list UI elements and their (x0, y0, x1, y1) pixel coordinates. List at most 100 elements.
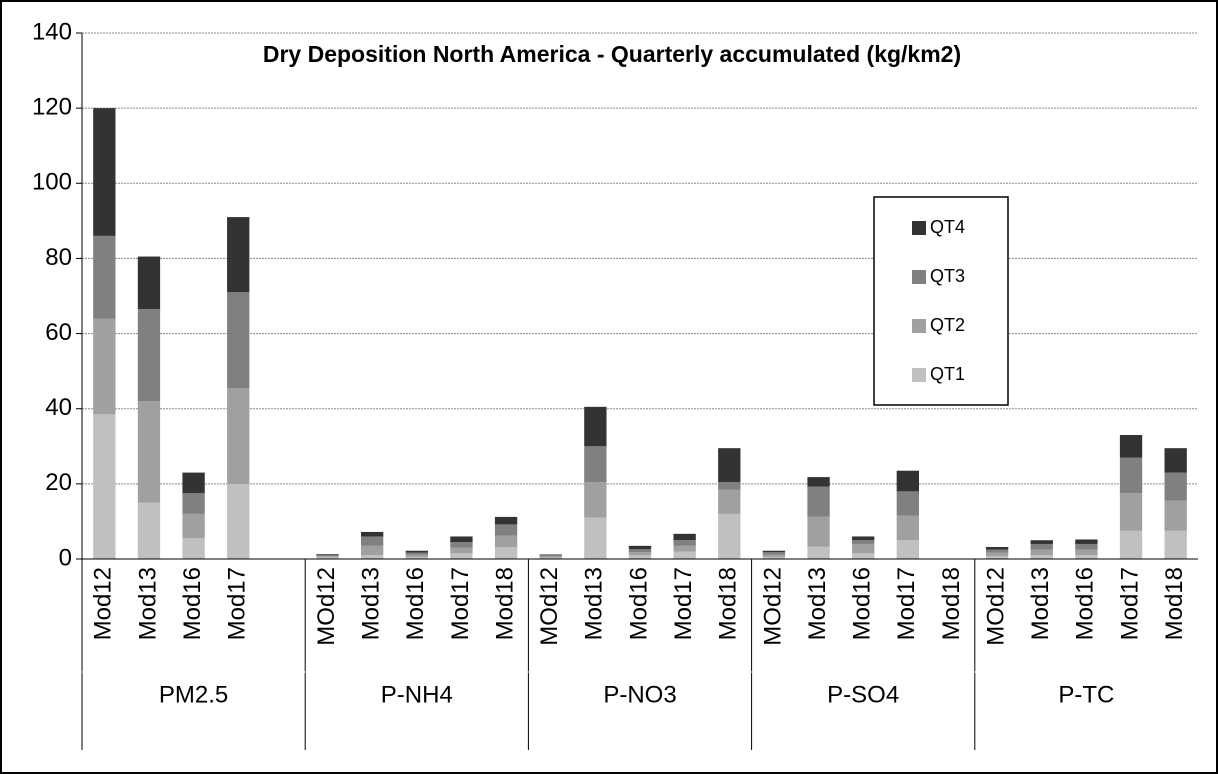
bar-segment (718, 513, 741, 559)
bar-segment (227, 292, 250, 389)
bar-segment (227, 217, 250, 293)
bar-segment (93, 318, 116, 415)
bar-segment (361, 536, 384, 546)
bar-segment (985, 552, 1009, 556)
bar-segment (405, 552, 428, 555)
bar-segment (1075, 539, 1098, 544)
bar-segment (316, 554, 339, 556)
bar-segment (227, 483, 250, 559)
bar-segment (852, 543, 875, 554)
group-label: PM2.5 (159, 681, 228, 708)
legend-label: QT3 (930, 266, 965, 286)
y-tick-label: 120 (32, 93, 72, 120)
bar-segment (673, 540, 696, 546)
bar-segment (494, 524, 518, 536)
x-tick-label: Mod13 (134, 567, 161, 640)
legend-box (873, 196, 1009, 406)
legend-label: QT4 (930, 217, 965, 237)
legend-label: QT1 (930, 364, 965, 384)
bar-segment (1164, 530, 1187, 559)
group-label: P-NH4 (381, 681, 453, 708)
legend-swatch (912, 270, 926, 284)
bar-segment (494, 535, 518, 547)
x-tick-label: Mod12 (90, 567, 117, 640)
bar-segment (93, 108, 116, 236)
bar-segment (673, 551, 696, 559)
y-tick-label: 100 (32, 169, 72, 196)
x-tick-label: Mod17 (1116, 567, 1143, 640)
bar-segment (852, 536, 875, 541)
bar-segment (807, 516, 830, 547)
bar-segment (628, 555, 652, 559)
x-tick-label: MOd12 (313, 567, 340, 646)
x-tick-label: Mod16 (179, 567, 206, 640)
x-tick-label: Mod16 (849, 567, 876, 640)
bar-segment (1119, 493, 1143, 531)
bar-segment (361, 555, 384, 559)
bar-segment (718, 448, 741, 482)
x-tick-label: Mod18 (715, 567, 742, 640)
bar-segment (673, 533, 696, 541)
x-tick-label: Mod17 (893, 567, 920, 640)
y-tick-label: 140 (32, 18, 72, 45)
bar-segment (450, 547, 473, 554)
x-tick-label: MOd12 (536, 567, 563, 646)
bar-segment (93, 235, 116, 319)
x-tick-label: Mod16 (625, 567, 652, 640)
bar-segment (137, 256, 161, 310)
bar-segment (1119, 530, 1143, 559)
bar-segment (361, 531, 384, 537)
bar-segment (762, 557, 786, 559)
x-tick-label: Mod13 (804, 567, 831, 640)
bar-segment (1030, 555, 1053, 559)
x-tick-label: Mod16 (1072, 567, 1099, 640)
x-tick-label: Mod13 (1027, 567, 1054, 640)
bar-segment (316, 555, 339, 558)
bar-segment (494, 546, 518, 559)
bar-segment (1075, 549, 1098, 556)
x-tick-label: Mod17 (670, 567, 697, 640)
bar-segment (1075, 543, 1098, 550)
bar-segment (985, 546, 1009, 550)
bar-segment (896, 470, 919, 492)
bar-segment (450, 553, 473, 559)
bar-segment (896, 515, 919, 541)
bar-segment (762, 552, 786, 555)
bar-segment (539, 555, 562, 557)
y-tick-label: 20 (45, 469, 72, 496)
bar-segment (896, 491, 919, 516)
x-tick-label: MOd12 (759, 567, 786, 646)
bar-segment (1119, 457, 1143, 494)
bar-segment (1164, 448, 1187, 473)
bar-segment (316, 554, 339, 555)
bar-segment (182, 472, 205, 494)
x-tick-label: Mod18 (1161, 567, 1188, 640)
bar-segment (584, 446, 607, 482)
y-tick-label: 80 (45, 244, 72, 271)
bar-segment (1030, 549, 1053, 556)
bar-segment (1119, 435, 1143, 458)
bar-segment (762, 550, 786, 553)
bar-segment (584, 481, 607, 518)
x-tick-label: Mod13 (358, 567, 385, 640)
y-tick-label: 60 (45, 319, 72, 346)
group-label: P-SO4 (827, 681, 899, 708)
bar-segment (405, 557, 428, 559)
legend-label: QT2 (930, 315, 965, 335)
bar-segment (807, 486, 830, 517)
legend-swatch (912, 319, 926, 333)
x-tick-label: Mod17 (447, 567, 474, 640)
bar-segment (673, 545, 696, 552)
bar-segment (494, 516, 518, 525)
bar-segment (316, 557, 339, 559)
bar-segment (628, 552, 652, 556)
bar-segment (361, 545, 384, 556)
group-label: P-NO3 (603, 681, 676, 708)
bar-segment (182, 493, 205, 514)
bar-segment (93, 414, 116, 559)
bar-segment (985, 555, 1009, 559)
bar-segment (1164, 500, 1187, 531)
x-tick-label: Mod13 (581, 567, 608, 640)
